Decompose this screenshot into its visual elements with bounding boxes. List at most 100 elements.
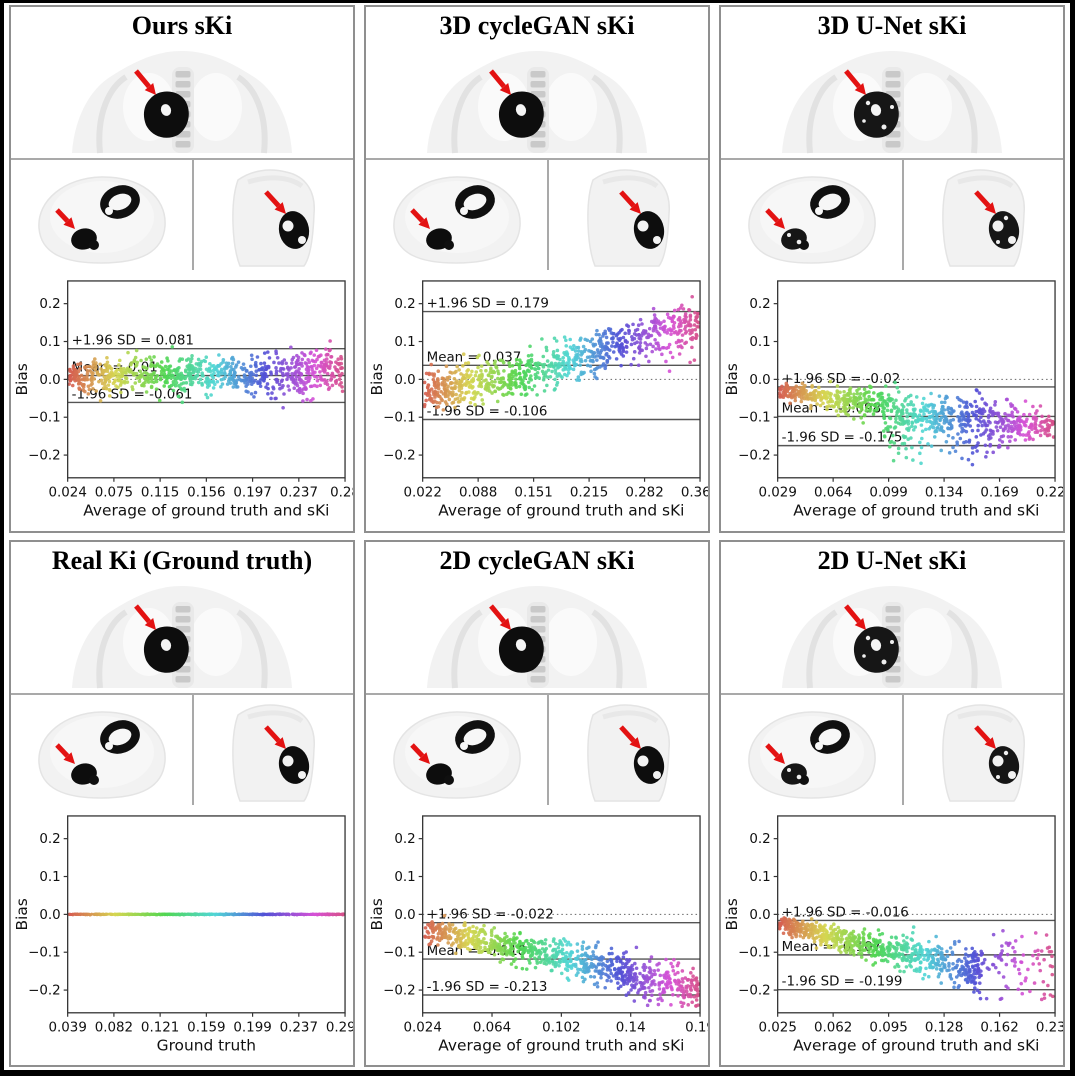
y-tick-label: −0.1	[28, 411, 61, 426]
upper-loa-label: +1.96 SD = -0.016	[782, 905, 909, 920]
x-tick-label: 0.169	[980, 486, 1018, 501]
x-tick-label: 0.064	[473, 1020, 511, 1035]
arrow-icon	[973, 190, 996, 214]
x-tick-label: 0.088	[459, 486, 497, 501]
y-axis-label: Bias	[13, 363, 31, 395]
y-axis-ticks: 0.2 0.1 0.0 −0.1 −0.2	[738, 297, 778, 464]
coronal-pet-image	[366, 577, 708, 691]
orthogonal-views-row	[721, 694, 1063, 805]
sagittal-pet-image	[549, 695, 708, 805]
y-tick-label: −0.1	[383, 411, 416, 426]
x-tick-label: 0.14	[616, 1020, 646, 1035]
y-axis-label: Bias	[13, 898, 31, 930]
y-tick-label: −0.2	[28, 983, 61, 998]
orthogonal-views-row	[11, 694, 353, 805]
horizontal-divider	[721, 158, 1063, 160]
x-tick-label: 0.095	[869, 1020, 907, 1035]
horizontal-divider	[11, 692, 353, 695]
axial-pet-image	[721, 160, 902, 270]
y-tick-label: 0.1	[749, 870, 770, 885]
scatter-points	[777, 379, 1056, 467]
bland-altman-plot: 0.2 0.1 0.0 −0.1 −0.2 0.022 0.088 0.151 0.215 0.2…	[366, 270, 708, 531]
y-tick-label: −0.1	[738, 411, 771, 426]
y-tick-label: −0.2	[28, 449, 61, 464]
upper-loa-label: +1.96 SD = -0.022	[427, 907, 554, 922]
sagittal-pet-image	[194, 695, 353, 805]
x-axis-label: Average of ground truth and sKi	[793, 502, 1039, 520]
x-tick-label: 0.064	[814, 486, 852, 501]
x-tick-label: 0.162	[980, 1020, 1018, 1035]
scatter-points	[777, 915, 1055, 1001]
vertical-divider	[547, 694, 550, 805]
x-tick-label: 0.151	[514, 486, 552, 501]
vertical-divider	[547, 160, 550, 270]
bland-altman-plot: 0.2 0.1 0.0 −0.1 −0.2 0.024 0.075 0.115 0.156 0.1…	[11, 270, 353, 531]
x-tick-label: 0.029	[758, 486, 796, 501]
scatter-points	[67, 911, 345, 917]
x-tick-label: 0.239	[1036, 1020, 1063, 1035]
x-tick-label: 0.062	[814, 1020, 852, 1035]
x-axis-ticks: 0.022 0.088 0.151 0.215 0.282 0.367	[403, 477, 708, 501]
x-axis-ticks: 0.025 0.062 0.095 0.128 0.162 0.239	[758, 1012, 1063, 1035]
sagittal-pet-image	[904, 695, 1063, 805]
y-tick-label: 0.0	[394, 373, 415, 388]
x-tick-label: 0.134	[925, 486, 963, 501]
panel-grid: Ours sKi 0.2 0.1 0.0 −0.1 −0.2 0.024 0.075 0.11…	[4, 3, 1070, 1070]
x-axis-ticks: 0.039 0.082 0.121 0.159 0.199 0.237 0.292	[48, 1012, 353, 1035]
x-tick-label: 0.121	[141, 1020, 179, 1035]
bland-altman-plot: 0.2 0.1 0.0 −0.1 −0.2 0.039 0.082 0.121 0.159 0.1…	[11, 805, 353, 1065]
arrow-icon	[134, 603, 156, 630]
y-tick-label: 0.1	[39, 870, 60, 885]
orthogonal-views-row	[11, 160, 353, 270]
sagittal-pet-image	[194, 160, 353, 270]
vertical-divider	[192, 160, 195, 270]
lower-loa-label: -1.96 SD = -0.175	[782, 431, 903, 446]
y-tick-label: −0.2	[738, 449, 771, 464]
axes-frame	[67, 280, 346, 479]
y-tick-label: 0.1	[394, 335, 415, 350]
x-tick-label: 0.292	[326, 1020, 353, 1035]
arrow-icon	[489, 603, 511, 630]
bland-altman-plot: 0.2 0.1 0.0 −0.1 −0.2 0.025 0.062 0.095 0.128 0.1…	[721, 805, 1063, 1065]
arrow-icon	[409, 208, 430, 229]
panel: 3D U-Net sKi 0.2 0.1 0.0 −0.1 −0.2 0.029 0.064…	[719, 5, 1065, 533]
arrow-icon	[134, 69, 156, 95]
upper-loa-label: +1.96 SD = -0.02	[782, 372, 901, 387]
y-tick-label: −0.2	[383, 983, 416, 998]
x-axis-label: Average of ground truth and sKi	[438, 1036, 684, 1054]
y-tick-label: 0.2	[394, 297, 415, 312]
coronal-pet-image	[721, 42, 1063, 156]
y-axis-label: Bias	[723, 898, 741, 930]
arrow-icon	[489, 69, 511, 95]
x-axis-ticks: 0.029 0.064 0.099 0.134 0.169 0.227	[758, 477, 1063, 501]
axes-frame	[422, 814, 701, 1013]
x-axis-label: Average of ground truth and sKi	[438, 502, 684, 520]
x-tick-label: 0.024	[403, 1020, 441, 1035]
x-tick-label: 0.075	[95, 486, 133, 501]
y-tick-label: 0.0	[39, 907, 60, 922]
arrow-icon	[764, 742, 785, 764]
arrow-icon	[844, 603, 866, 630]
x-tick-label: 0.227	[1036, 486, 1063, 501]
coronal-pet-image	[11, 42, 353, 156]
y-tick-label: −0.1	[383, 945, 416, 960]
axial-pet-image	[366, 695, 547, 805]
lower-loa-label: -1.96 SD = -0.061	[72, 388, 193, 403]
panel-title: 2D U-Net sKi	[817, 545, 967, 575]
axes-frame	[777, 814, 1056, 1013]
lower-loa-label: -1.96 SD = -0.199	[782, 974, 903, 989]
arrow-icon	[409, 742, 430, 764]
x-tick-label: 0.099	[869, 486, 907, 501]
axes-frame	[422, 280, 701, 479]
upper-loa-label: +1.96 SD = 0.081	[72, 334, 194, 349]
y-tick-label: 0.2	[39, 297, 60, 312]
x-axis-ticks: 0.024 0.075 0.115 0.156 0.197 0.237 0.28	[48, 477, 353, 501]
y-tick-label: −0.1	[738, 945, 771, 960]
y-axis-ticks: 0.2 0.1 0.0 −0.1 −0.2	[383, 297, 423, 464]
orthogonal-views-row	[366, 694, 708, 805]
axial-pet-image	[721, 695, 902, 805]
x-tick-label: 0.022	[403, 486, 441, 501]
y-axis-ticks: 0.2 0.1 0.0 −0.1 −0.2	[28, 832, 68, 998]
y-tick-label: −0.1	[28, 945, 61, 960]
lower-loa-label: -1.96 SD = -0.106	[427, 405, 548, 420]
